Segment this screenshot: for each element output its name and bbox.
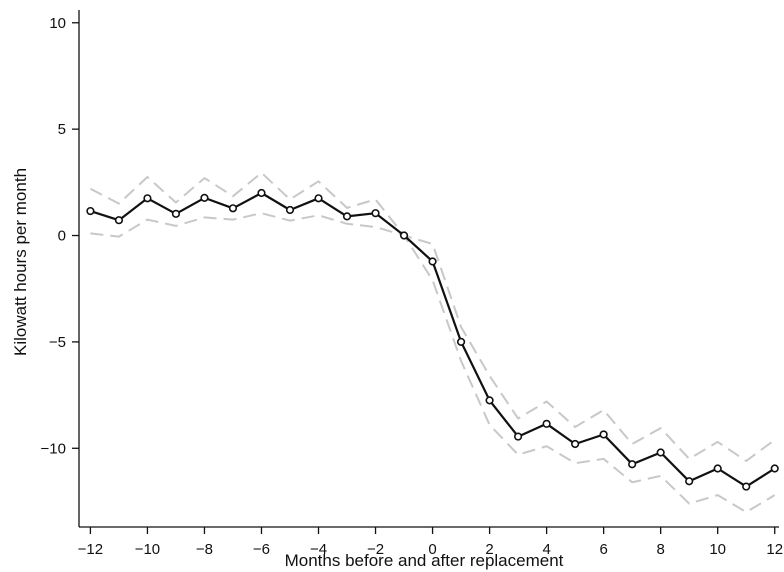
x-tick-label: −2 bbox=[367, 541, 384, 558]
data-point bbox=[114, 216, 124, 225]
series-line-upper-bound bbox=[89, 171, 776, 462]
y-tick-label: −5 bbox=[49, 334, 66, 351]
x-axis-label: Months before and after replacement bbox=[285, 551, 564, 570]
data-point bbox=[514, 432, 523, 441]
data-point bbox=[542, 419, 551, 428]
x-tick-label: 4 bbox=[542, 541, 550, 558]
data-point bbox=[713, 464, 722, 473]
data-point bbox=[428, 257, 437, 266]
data-point bbox=[685, 477, 694, 486]
series-line-estimate bbox=[90, 191, 776, 488]
x-tick-label: −10 bbox=[135, 541, 160, 558]
data-point bbox=[656, 448, 665, 457]
data-point bbox=[171, 209, 181, 218]
data-point bbox=[399, 231, 409, 240]
x-tick-label: 0 bbox=[428, 541, 436, 558]
x-tick-label: 2 bbox=[485, 541, 493, 558]
data-point bbox=[86, 206, 95, 216]
data-point bbox=[371, 209, 380, 218]
y-tick-label: 10 bbox=[49, 15, 66, 32]
series-line-lower-bound bbox=[90, 212, 776, 514]
y-tick-label: −10 bbox=[41, 440, 66, 457]
data-point bbox=[571, 439, 580, 449]
ticks: −12 −10 −8 −6 −4 −2 0 2 4 6 8 10 12 10 5 0 −5 −10 bbox=[41, 15, 784, 558]
markers bbox=[86, 188, 779, 491]
x-tick-label: 6 bbox=[599, 541, 607, 558]
y-tick-label: 5 bbox=[58, 121, 66, 138]
data-point bbox=[314, 194, 323, 203]
axes bbox=[78, 10, 779, 528]
data-point bbox=[770, 464, 779, 473]
data-point bbox=[285, 205, 295, 215]
data-point bbox=[228, 204, 238, 213]
x-tick-label: −4 bbox=[310, 541, 327, 558]
data-point bbox=[485, 396, 494, 405]
x-tick-label: 10 bbox=[709, 541, 726, 558]
data-point bbox=[628, 460, 637, 469]
x-tick-label: 8 bbox=[656, 541, 664, 558]
y-tick-label: 0 bbox=[58, 228, 66, 245]
x-tick-label: −8 bbox=[196, 541, 213, 558]
data-point bbox=[200, 193, 209, 202]
x-tick-label: 12 bbox=[766, 541, 783, 558]
series bbox=[89, 171, 776, 514]
x-tick-label: −6 bbox=[253, 541, 270, 558]
data-point bbox=[742, 482, 751, 491]
data-point bbox=[257, 188, 266, 198]
data-point bbox=[342, 212, 352, 221]
data-point bbox=[599, 430, 608, 439]
x-tick-label: −12 bbox=[78, 541, 103, 558]
y-axis-label: Kilowatt hours per month bbox=[11, 168, 30, 356]
data-point bbox=[456, 337, 466, 347]
data-point bbox=[143, 194, 152, 203]
